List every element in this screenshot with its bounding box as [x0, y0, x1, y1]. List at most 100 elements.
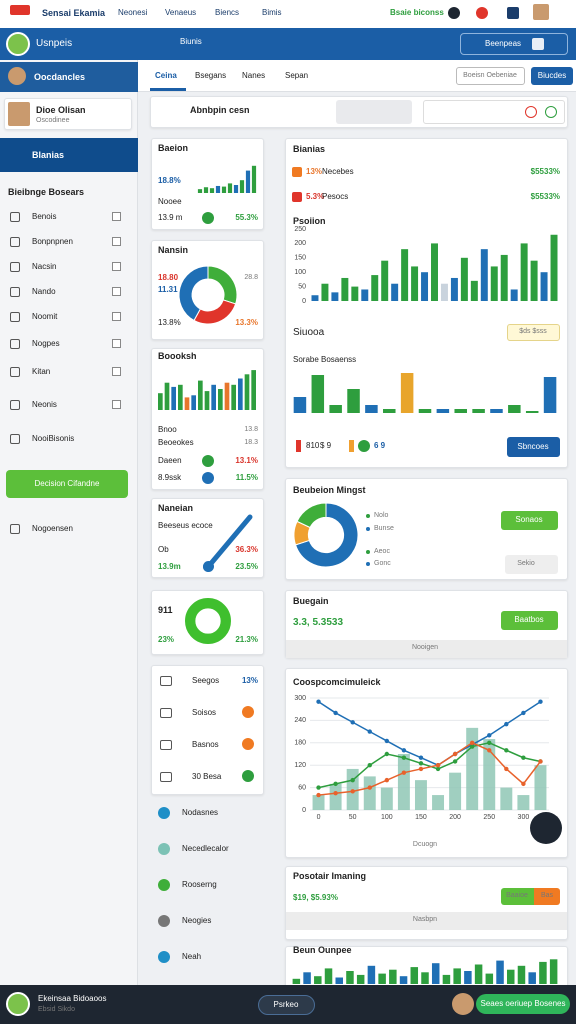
bar	[224, 382, 230, 410]
logo	[10, 5, 30, 15]
label: 11.31	[158, 285, 178, 294]
label: Baatbos	[514, 615, 544, 624]
label: 23%	[158, 635, 175, 644]
button[interactable]	[507, 437, 560, 457]
label: Siuooa	[293, 327, 325, 338]
label: Nogpes	[32, 339, 60, 348]
bar	[329, 783, 342, 810]
button[interactable]	[505, 555, 558, 574]
bar	[321, 283, 329, 301]
slider-knob[interactable]	[203, 562, 213, 572]
button[interactable]	[501, 888, 534, 905]
point	[367, 785, 372, 790]
bar	[500, 254, 508, 301]
bar	[363, 776, 376, 810]
point	[504, 721, 509, 727]
bar	[371, 275, 379, 301]
badge	[507, 324, 560, 341]
checkbox[interactable]	[112, 312, 121, 321]
checkbox[interactable]	[112, 287, 121, 296]
bar	[550, 234, 558, 301]
label: Nooee	[158, 197, 182, 206]
label: Beubeion Mingst	[293, 485, 366, 495]
y-tick-label: 120	[294, 762, 306, 769]
bar	[485, 973, 494, 984]
bar	[381, 260, 389, 301]
point	[469, 744, 475, 749]
label: Kitan	[32, 367, 51, 376]
checkbox[interactable]	[112, 367, 121, 376]
button[interactable]	[501, 611, 558, 630]
label: Rooserng	[182, 880, 217, 889]
label: NooiBisonis	[32, 434, 75, 443]
button[interactable]	[534, 888, 560, 905]
point	[316, 699, 321, 704]
bar	[549, 959, 558, 984]
label: Nolo	[374, 512, 389, 519]
y-tick-label: 0	[302, 807, 306, 814]
bar	[442, 974, 451, 984]
button[interactable]	[6, 470, 128, 498]
bar	[454, 409, 467, 413]
point	[487, 740, 492, 745]
status-dot	[202, 472, 214, 484]
checkbox[interactable]	[112, 212, 121, 221]
x-tick-label: 200	[449, 814, 461, 821]
label: Beoeokes	[158, 438, 194, 447]
label: Pesocs	[322, 192, 349, 201]
label: Neonis	[32, 400, 57, 409]
point	[367, 763, 372, 768]
point	[384, 738, 390, 744]
point	[316, 785, 321, 790]
checkbox[interactable]	[112, 237, 121, 246]
pill[interactable]	[476, 994, 570, 1014]
slice	[178, 265, 209, 322]
checkbox[interactable]	[112, 400, 121, 409]
pill[interactable]	[258, 995, 315, 1015]
label: 13.8	[244, 426, 258, 433]
icon	[160, 708, 172, 718]
button[interactable]	[531, 67, 573, 85]
label: Beeseus ecoce	[158, 521, 213, 530]
label: Soisos	[192, 708, 217, 717]
label: 8.9ssk	[158, 473, 182, 482]
button[interactable]	[456, 67, 525, 85]
point	[384, 777, 390, 783]
point	[367, 729, 372, 734]
icon	[10, 367, 20, 377]
label: 6 9	[374, 441, 386, 450]
label: Coospcomcimuleick	[293, 677, 381, 687]
checkbox[interactable]	[112, 262, 121, 271]
label: Ebsid Sikdo	[38, 1006, 75, 1013]
point	[538, 699, 543, 704]
bar	[312, 795, 325, 810]
active-item[interactable]	[0, 138, 138, 172]
label: 5.3%	[306, 192, 325, 201]
label: 810	[306, 441, 320, 450]
icon	[242, 738, 254, 750]
bar	[401, 249, 409, 301]
card	[285, 668, 568, 858]
fab[interactable]	[530, 812, 562, 844]
bar	[483, 739, 496, 810]
bar	[211, 384, 216, 410]
button[interactable]	[501, 511, 558, 530]
label: Nacsin	[32, 262, 57, 271]
bar	[356, 974, 365, 984]
checkbox[interactable]	[112, 339, 121, 348]
bar	[233, 185, 239, 193]
icon	[10, 434, 20, 444]
status-dot	[202, 455, 214, 467]
logo	[6, 32, 30, 56]
icon	[242, 770, 254, 782]
label: Boeisn Oebeniae	[463, 72, 517, 79]
bar	[464, 971, 472, 984]
slice	[184, 597, 232, 645]
bar	[508, 405, 521, 413]
bar	[480, 249, 488, 301]
label: Bieibnge Bosears	[8, 187, 85, 197]
input[interactable]	[423, 100, 565, 124]
bar	[496, 960, 504, 984]
bar	[209, 188, 215, 193]
label: Necedlecalor	[182, 844, 229, 853]
